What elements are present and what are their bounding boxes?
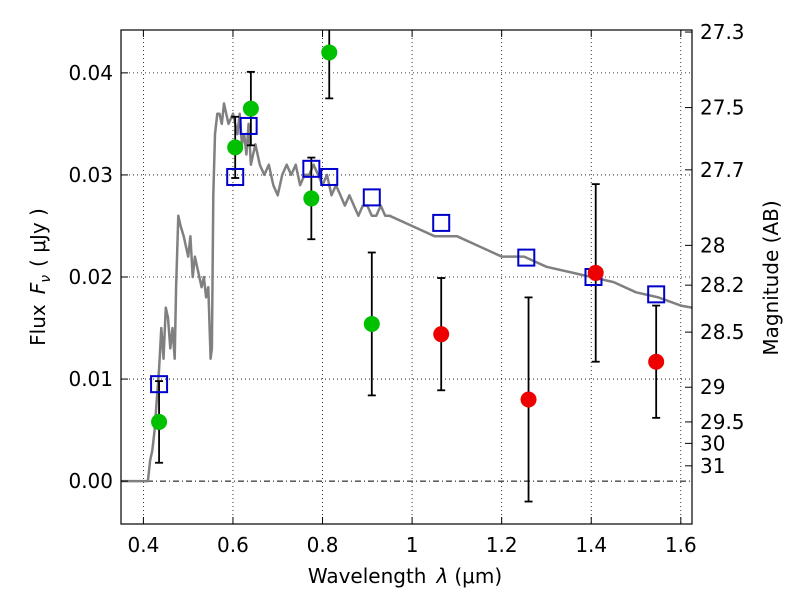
x-tick-label: 0.4 bbox=[127, 533, 159, 557]
y-axis-label: FluxFν( μJy ) bbox=[26, 208, 54, 346]
y2-tick-label: 29.5 bbox=[700, 410, 745, 434]
model-flux-square bbox=[362, 188, 381, 207]
y2-tick-label: 30 bbox=[700, 431, 725, 455]
model-flux-square bbox=[432, 213, 451, 232]
y2-tick-label: 28.5 bbox=[700, 320, 745, 344]
model-spectrum-line bbox=[121, 102, 692, 483]
observed-flux-point bbox=[321, 44, 338, 61]
observed-flux-point bbox=[151, 413, 168, 430]
x-tick-label: 1.4 bbox=[575, 533, 607, 557]
observed-flux-point bbox=[303, 190, 320, 207]
observed-flux-point bbox=[242, 100, 259, 117]
error-bars bbox=[155, 30, 661, 503]
y2-tick-label: 28.2 bbox=[700, 273, 745, 297]
y2-axis-label: Magnitude (AB) bbox=[759, 200, 783, 355]
plot-area bbox=[121, 102, 692, 483]
model-flux-square bbox=[517, 248, 536, 267]
observed-flux-point bbox=[227, 139, 244, 156]
y-tick-label: 0.00 bbox=[68, 469, 113, 493]
y2-tick-label: 29 bbox=[700, 375, 725, 399]
y-tick-label: 0.02 bbox=[68, 265, 113, 289]
y2-tick-label: 27.5 bbox=[700, 96, 745, 120]
observed-flux-point bbox=[587, 264, 604, 281]
y-tick-label: 0.03 bbox=[68, 163, 113, 187]
y-tick-label: 0.01 bbox=[68, 367, 113, 391]
plot-frame bbox=[120, 29, 693, 525]
model-flux-square bbox=[320, 167, 339, 186]
y2-tick-label: 27.3 bbox=[700, 20, 745, 44]
markers bbox=[150, 44, 666, 430]
y2-tick-label: 28 bbox=[700, 233, 725, 257]
x-axis-label: Wavelength λ (μm) bbox=[308, 564, 502, 588]
y2-tick-label: 27.7 bbox=[700, 158, 745, 182]
observed-flux-point bbox=[520, 391, 537, 408]
x-tick-label: 1 bbox=[406, 533, 419, 557]
model-flux-square bbox=[150, 375, 169, 394]
observed-flux-point bbox=[363, 315, 380, 332]
x-tick-label: 0.8 bbox=[307, 533, 339, 557]
model-flux-square bbox=[647, 285, 666, 304]
observed-flux-point bbox=[433, 326, 450, 343]
x-tick-label: 1.2 bbox=[486, 533, 518, 557]
y-axis: 0.00 0.01 0.02 0.03 0.04 bbox=[68, 61, 128, 493]
x-tick-label: 1.6 bbox=[665, 533, 697, 557]
grid bbox=[121, 30, 692, 524]
model-flux-square bbox=[239, 116, 258, 135]
observed-flux-point bbox=[648, 353, 665, 370]
model-flux-square bbox=[226, 167, 245, 186]
model-flux-square bbox=[302, 159, 321, 178]
x-axis: 0.4 0.6 0.8 1 1.2 1.4 1.6 bbox=[127, 30, 697, 557]
y-tick-label: 0.04 bbox=[68, 61, 113, 85]
y2-tick-label: 31 bbox=[700, 454, 725, 478]
x-tick-label: 0.6 bbox=[217, 533, 249, 557]
